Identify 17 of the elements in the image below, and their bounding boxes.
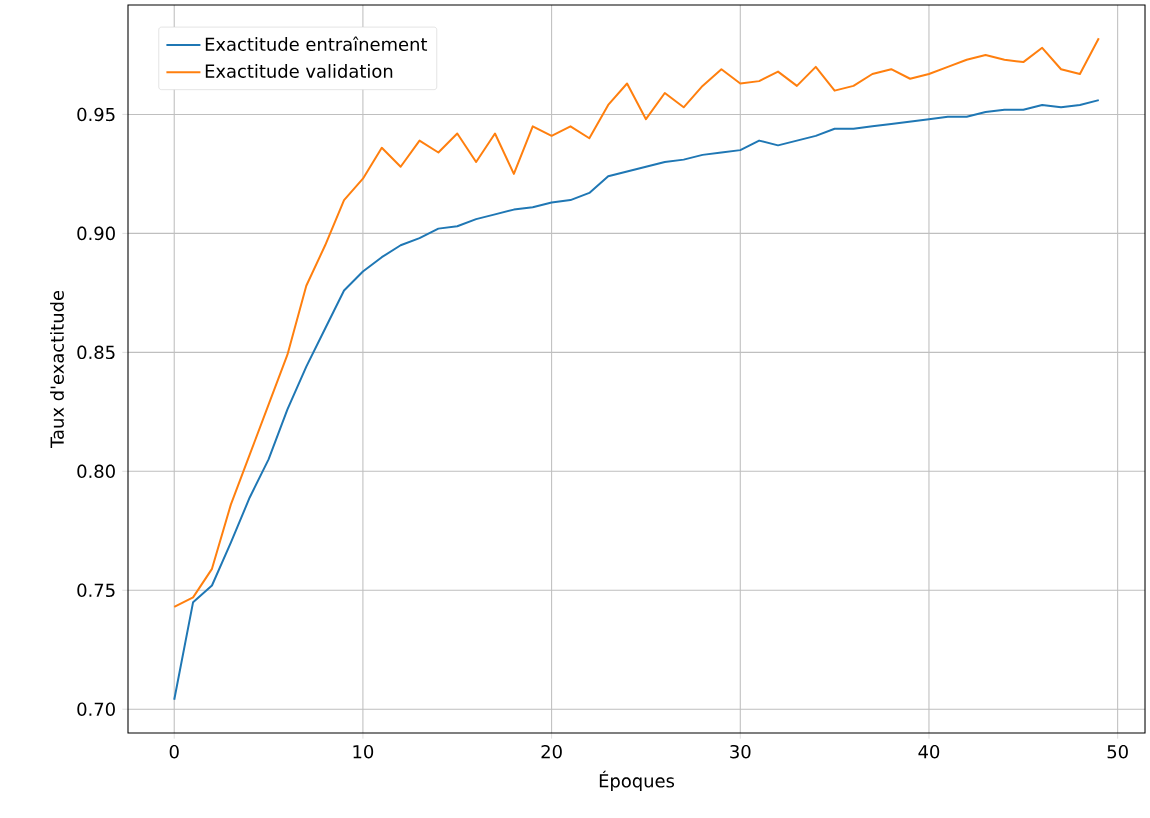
- y-tick-label: 0.80: [77, 464, 115, 479]
- y-tick-label: 0.70: [77, 702, 115, 716]
- legend-label: Exactitude entraînement: [205, 36, 428, 51]
- x-tick-label: 10: [353, 744, 374, 759]
- y-tick-label: 0.75: [77, 583, 115, 598]
- x-tick-label: 30: [730, 744, 751, 759]
- y-tick-label: 0.85: [77, 345, 115, 360]
- x-tick-label: 50: [1107, 744, 1128, 759]
- y-tick-label: 0.95: [77, 107, 115, 122]
- y-axis-title: Taux d'exactitude: [50, 290, 64, 449]
- y-tick-label: 0.90: [77, 226, 115, 241]
- x-axis-title: Époques: [599, 770, 675, 792]
- x-tick-label: 0: [169, 744, 179, 759]
- x-tick-label: 40: [918, 744, 940, 759]
- line-series: [173, 37, 1100, 608]
- x-tick-label: 20: [541, 744, 562, 759]
- legend-label: Exactitude validation: [205, 64, 393, 78]
